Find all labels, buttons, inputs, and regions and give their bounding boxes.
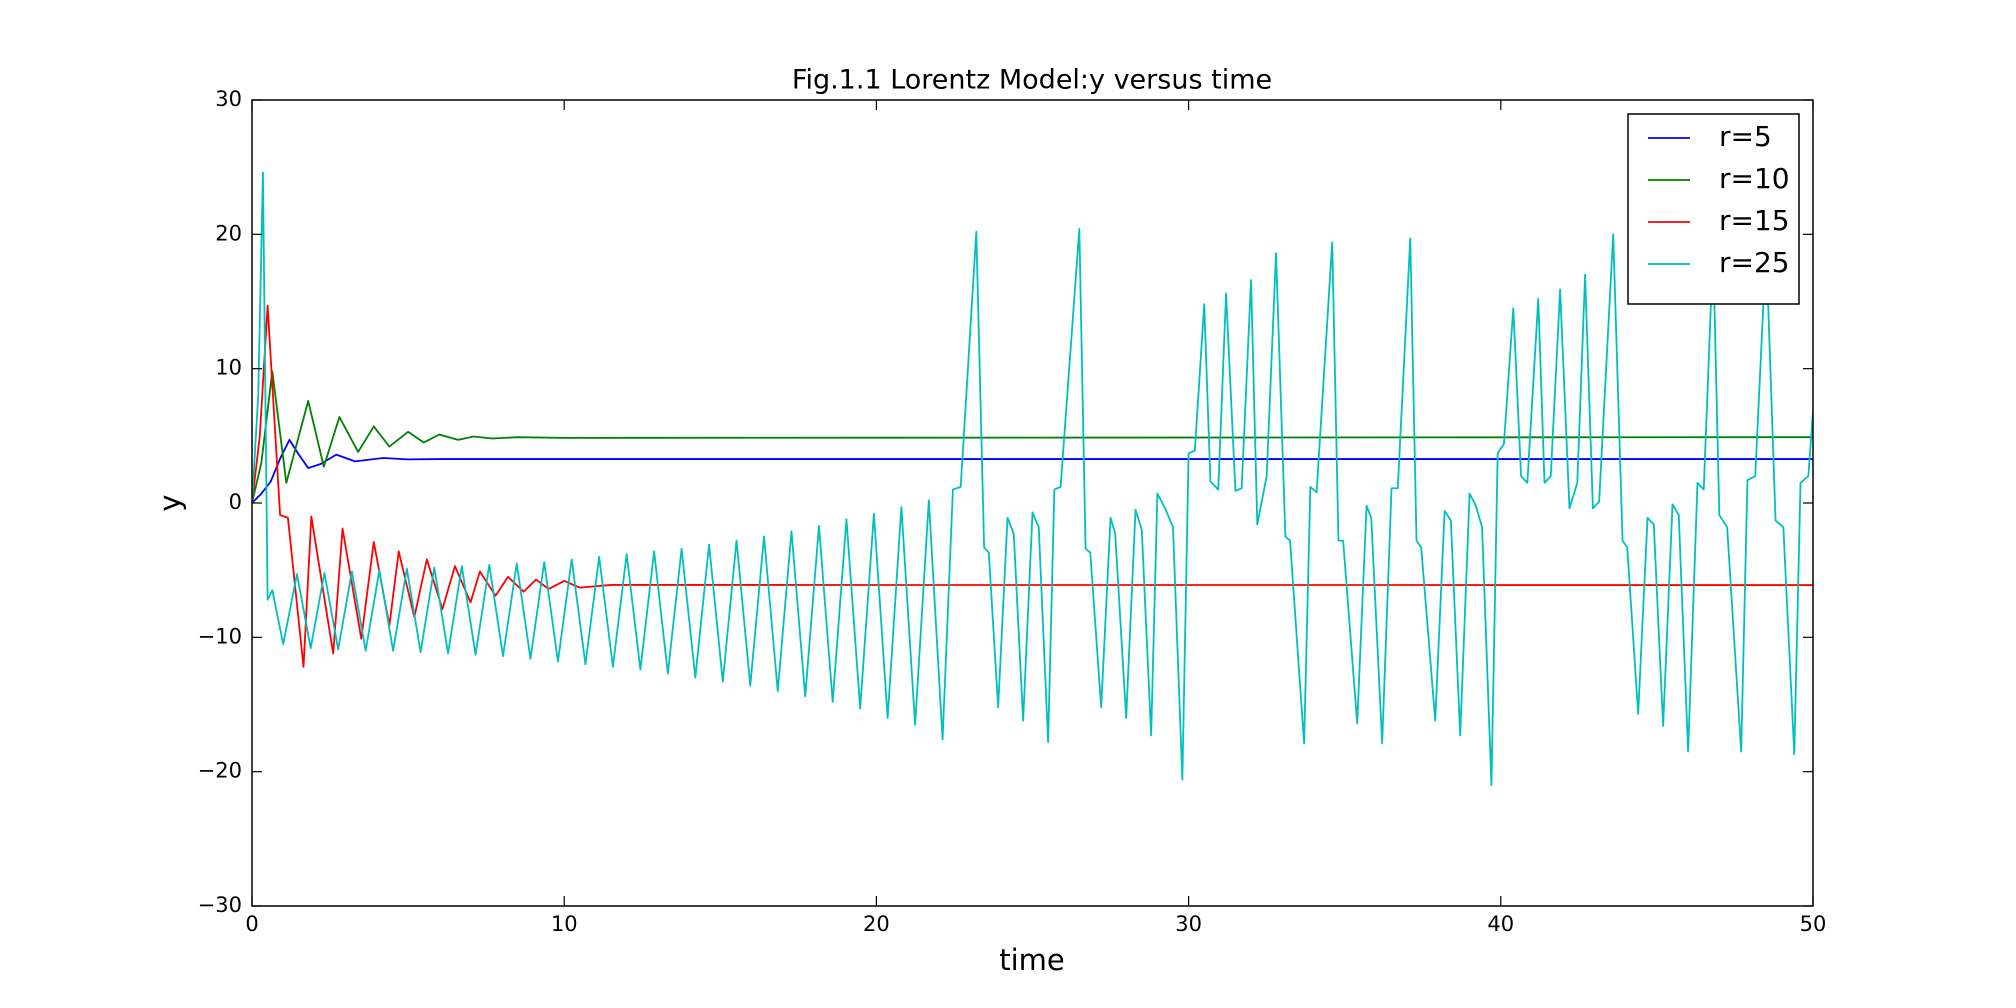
legend-box [1627, 113, 1800, 305]
y-tick-label: 20 [215, 221, 242, 245]
x-tick-label: 20 [863, 912, 890, 936]
y-tick-label: 0 [229, 490, 242, 514]
ticks: 0 10 20 30 40 50 −30 −20 −10 0 10 20 30 [198, 87, 1827, 936]
x-tick-label: 10 [551, 912, 578, 936]
y-tick-label: −10 [198, 624, 242, 648]
series-line [252, 171, 1813, 786]
x-axis-label: time [999, 943, 1065, 977]
plot-lines [252, 171, 1813, 786]
y-tick-label: −30 [198, 893, 242, 917]
plot-frame [251, 99, 1814, 907]
y-axis-label: y [153, 494, 187, 511]
series-line [252, 370, 1813, 504]
legend-label: r=15 [1719, 204, 1790, 237]
x-tick-label: 50 [1800, 912, 1827, 936]
x-tick-label: 0 [245, 912, 258, 936]
y-tick-label: 30 [215, 87, 242, 111]
x-tick-label: 40 [1487, 912, 1514, 936]
y-tick-label: 10 [215, 356, 242, 380]
series-line [252, 304, 1813, 668]
series-line [252, 438, 1813, 504]
legend-label: r=5 [1719, 120, 1772, 153]
chart-title: Fig.1.1 Lorentz Model:y versus time [792, 65, 1272, 96]
legend: r=5 r=10 r=15 r=25 [1627, 113, 1800, 305]
legend-label: r=10 [1719, 162, 1790, 195]
x-tick-label: 30 [1175, 912, 1202, 936]
y-tick-label: −20 [198, 759, 242, 783]
legend-label: r=25 [1719, 246, 1790, 279]
